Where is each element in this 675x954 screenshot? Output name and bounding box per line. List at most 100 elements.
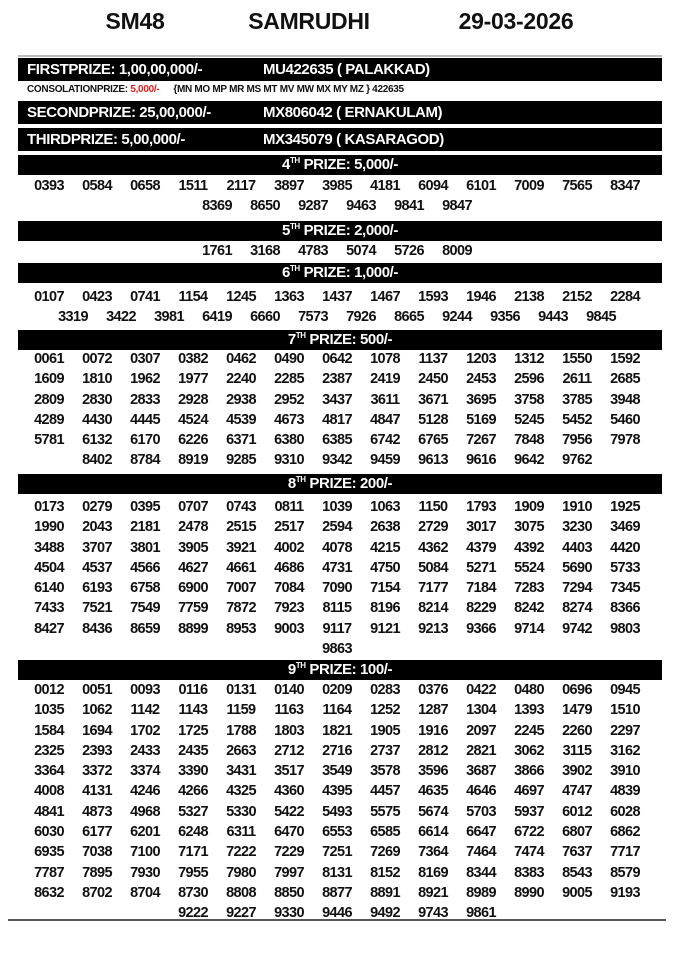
winning-number: 5690 — [562, 559, 592, 576]
winning-number: 1078 — [370, 351, 400, 367]
winning-number: 4673 — [274, 411, 304, 428]
winning-number: 0696 — [562, 682, 592, 698]
winning-number: 8877 — [322, 884, 352, 901]
winning-number: 0209 — [322, 682, 352, 698]
winning-number: 0422 — [466, 682, 496, 698]
winning-number: 2821 — [466, 742, 496, 759]
winning-number: 7283 — [514, 580, 544, 597]
winning-number: 0480 — [514, 682, 544, 698]
winning-number: 1609 — [34, 371, 64, 388]
winning-number: 6226 — [178, 432, 208, 449]
winning-number: 8274 — [562, 600, 592, 617]
winning-number: 8730 — [178, 884, 208, 901]
winning-number: 1062 — [82, 702, 112, 719]
winning-number: 8009 — [442, 243, 472, 259]
winning-number: 7251 — [322, 844, 352, 861]
winning-number: 7923 — [274, 600, 304, 617]
winning-number: 7177 — [418, 580, 448, 597]
winning-number: 8229 — [466, 600, 496, 617]
winning-number: 5422 — [274, 803, 304, 820]
winning-number: 2240 — [226, 371, 256, 388]
prize-5-numbers: 1761 3168 4783 5074 5726 8009 — [25, 241, 649, 261]
winning-number: 3390 — [178, 763, 208, 780]
winning-number: 7980 — [226, 864, 256, 881]
winning-number: 2638 — [370, 519, 400, 536]
winning-number: 2812 — [418, 742, 448, 759]
winning-number: 8665 — [394, 309, 424, 326]
winning-number: 5169 — [466, 411, 496, 428]
second-prize-winner: MX806042 ( ERNAKULAM) — [263, 104, 443, 121]
winning-number: 7171 — [178, 844, 208, 861]
winning-number: 0423 — [82, 289, 112, 305]
winning-number: 2433 — [130, 742, 160, 759]
winning-number: 8366 — [610, 600, 640, 617]
winning-number: 4325 — [226, 783, 256, 800]
winning-number: 6193 — [82, 580, 112, 597]
consolation-prize: CONSOLATIONPRIZE: 5,000/- {MN MO MP MR MS… — [27, 82, 404, 97]
winning-number: 4246 — [130, 783, 160, 800]
winning-number: 4968 — [130, 803, 160, 820]
winning-number: 7474 — [514, 844, 544, 861]
winning-number: 1437 — [322, 289, 352, 305]
winning-number: 2515 — [226, 519, 256, 536]
consolation-label: CONSOLATIONPRIZE: — [27, 84, 131, 95]
winning-number: 9845 — [586, 309, 616, 326]
winning-number: 3374 — [130, 763, 160, 780]
winning-number: 1821 — [322, 722, 352, 739]
winning-number: 4181 — [370, 178, 400, 194]
winning-number: 2387 — [322, 371, 352, 388]
winning-number: 9861 — [466, 905, 496, 922]
winning-number: 4747 — [562, 783, 592, 800]
winning-number: 4750 — [370, 559, 400, 576]
winning-number: 0140 — [274, 682, 304, 698]
winning-number: 2138 — [514, 289, 544, 305]
winning-number: 9227 — [226, 905, 256, 922]
winning-number: 9287 — [298, 198, 328, 215]
winning-number: 6742 — [370, 432, 400, 449]
winning-number: 2833 — [130, 391, 160, 408]
winning-number: 7009 — [514, 178, 544, 194]
winning-number: 6585 — [370, 824, 400, 841]
winning-number: 1312 — [514, 351, 544, 367]
winning-number: 9356 — [490, 309, 520, 326]
prize-6-header: 6TH PRIZE: 1,000/- — [18, 263, 662, 283]
prize-title: PRIZE: 5,000/- — [299, 156, 399, 173]
winning-number: 6028 — [610, 803, 640, 820]
winning-number: 1467 — [370, 289, 400, 305]
winning-number: 0811 — [274, 499, 304, 515]
lottery-name: SAMRUDHI — [248, 8, 370, 34]
winning-number: 7007 — [226, 580, 256, 597]
winning-number: 2117 — [226, 178, 256, 194]
winning-number: 4847 — [370, 411, 400, 428]
winning-number: 1252 — [370, 702, 400, 719]
winning-number: 1761 — [202, 243, 232, 259]
winning-number: 9003 — [274, 620, 304, 637]
winning-number: 4392 — [514, 539, 544, 556]
winning-number: 7848 — [514, 432, 544, 449]
winning-number: 1137 — [418, 351, 448, 367]
winning-number: 7637 — [562, 844, 592, 861]
winning-number: 2928 — [178, 391, 208, 408]
prize-title: PRIZE: 1,000/- — [299, 264, 399, 281]
winning-number: 8921 — [418, 884, 448, 901]
winning-number: 6385 — [322, 432, 352, 449]
winning-number: 2952 — [274, 391, 304, 408]
winning-number: 2393 — [82, 742, 112, 759]
winning-number: 1725 — [178, 722, 208, 739]
winning-number: 9743 — [418, 905, 448, 922]
winning-number: 5575 — [370, 803, 400, 820]
winning-number: 3364 — [34, 763, 64, 780]
winning-number: 1916 — [418, 722, 448, 739]
winning-number: 2325 — [34, 742, 64, 759]
winning-number: 6935 — [34, 844, 64, 861]
winning-number: 6030 — [34, 824, 64, 841]
winning-number: 0072 — [82, 351, 112, 367]
winning-number: 1592 — [610, 351, 640, 367]
winning-number: 8131 — [322, 864, 352, 881]
winning-number: 3905 — [178, 539, 208, 556]
winning-number: 7521 — [82, 600, 112, 617]
winning-number: 1150 — [418, 499, 448, 515]
winning-number: 7154 — [370, 580, 400, 597]
winning-number: 2685 — [610, 371, 640, 388]
winning-number: 6248 — [178, 824, 208, 841]
